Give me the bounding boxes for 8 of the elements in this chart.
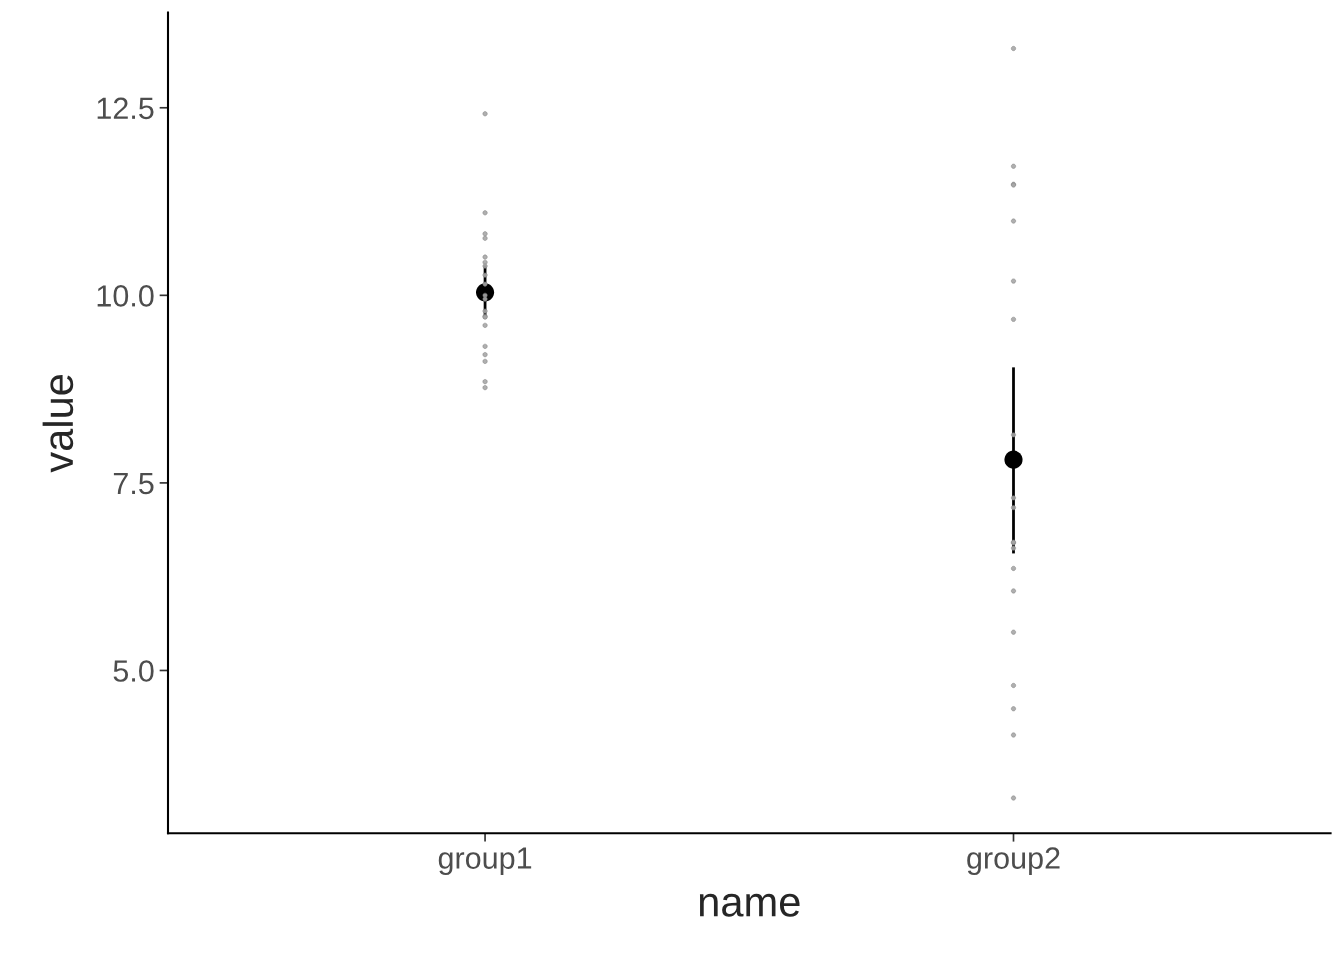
x-tick-label: group2 xyxy=(967,847,1060,875)
y-axis-title: value xyxy=(42,374,74,473)
y-tick-label: 7.5 xyxy=(113,472,154,495)
y-tick-label: 10.0 xyxy=(97,285,154,307)
y-tick-label: 12.5 xyxy=(97,97,154,120)
x-tick-label: group1 xyxy=(438,847,532,875)
y-tick-label: 5.0 xyxy=(113,660,154,682)
x-axis-title: name xyxy=(699,893,800,917)
